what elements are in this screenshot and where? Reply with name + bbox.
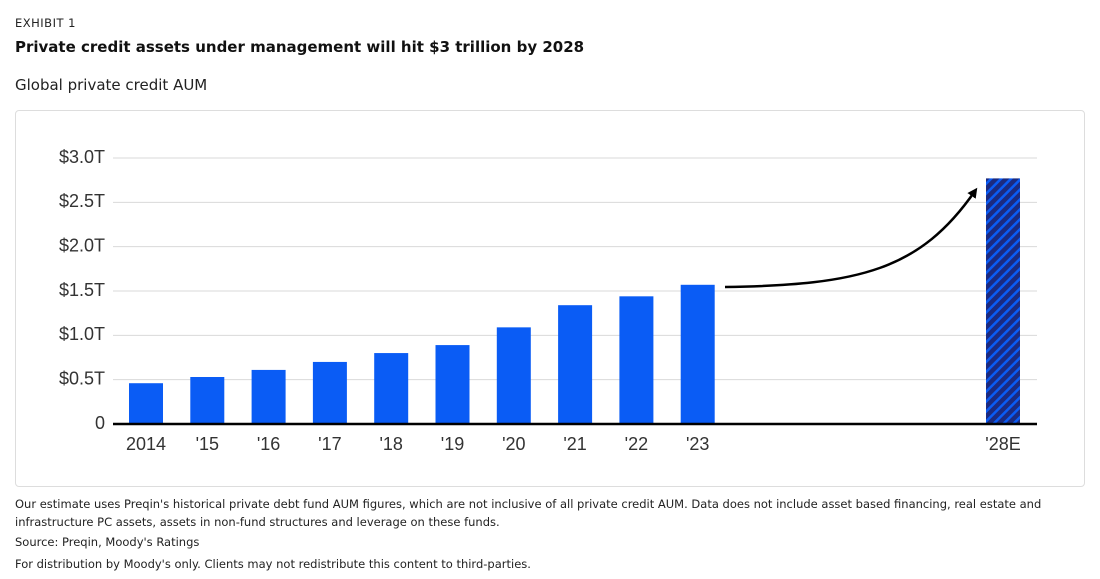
x-tick-label: '15 (196, 434, 219, 454)
bar (496, 327, 531, 424)
bar (558, 305, 593, 424)
y-tick-label: $0.5T (59, 368, 105, 388)
x-tick-label: '17 (318, 434, 341, 454)
x-tick-label: '20 (502, 434, 525, 454)
y-tick-label: $2.5T (59, 191, 105, 211)
bar (251, 369, 286, 424)
x-tick-label: '28E (985, 434, 1020, 454)
bar (190, 377, 225, 424)
y-tick-label: $3.0T (59, 147, 105, 167)
footnote: Our estimate uses Preqin's historical pr… (15, 497, 1042, 529)
x-tick-label: 2014 (126, 434, 166, 454)
exhibit-label: EXHIBIT 1 (15, 16, 76, 30)
bar (986, 178, 1020, 424)
source: Source: Preqin, Moody's Ratings (15, 535, 200, 549)
distribution-note: For distribution by Moody's only. Client… (15, 557, 531, 571)
bar (129, 383, 163, 424)
y-tick-label: 0 (95, 413, 105, 433)
trend-arrow (724, 187, 978, 289)
chart-title: Global private credit AUM (15, 76, 208, 94)
bar (680, 284, 715, 424)
bar (374, 353, 409, 424)
bar (435, 345, 470, 424)
y-tick-label: $1.0T (59, 324, 105, 344)
chart-frame (15, 110, 1085, 487)
bar (312, 361, 347, 424)
x-tick-label: '16 (257, 434, 280, 454)
x-tick-label: '23 (686, 434, 709, 454)
x-tick-label: '21 (563, 434, 586, 454)
title: Private credit assets under management w… (15, 38, 585, 56)
x-tick-label: '19 (441, 434, 464, 454)
y-tick-label: $1.5T (59, 280, 105, 300)
x-tick-label: '18 (379, 434, 402, 454)
x-tick-label: '22 (625, 434, 648, 454)
y-tick-label: $2.0T (59, 235, 105, 255)
bar (619, 296, 654, 424)
